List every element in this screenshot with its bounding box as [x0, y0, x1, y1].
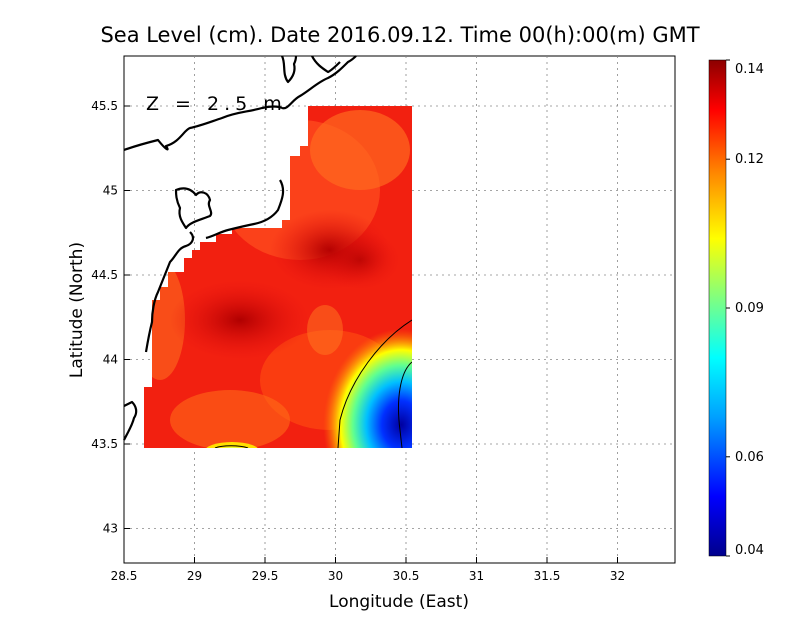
x-tick-label: 29.5	[252, 569, 279, 583]
y-tick-label: 43	[103, 522, 118, 536]
x-tick-label: 32	[610, 569, 625, 583]
colorbar-tick-label: 0.14	[735, 62, 764, 77]
y-axis-ticks: 43 43.5 44 44.5 45 45.5	[91, 99, 130, 536]
colorbar-ticks: 0.04 0.06 0.09 0.12 0.14	[726, 59, 764, 558]
colorbar-tick-label: 0.09	[735, 301, 764, 316]
x-tick-label: 31.5	[534, 569, 561, 583]
x-axis-ticks: 28.5 29 29.5 30 30.5 31 31.5 32	[111, 557, 625, 583]
depth-annotation: Z = 2.5 m	[146, 93, 287, 115]
x-tick-label: 29	[187, 569, 202, 583]
colorbar-tick-label: 0.04	[735, 543, 764, 558]
x-tick-label: 30.5	[393, 569, 420, 583]
y-tick-label: 43.5	[91, 437, 118, 451]
y-tick-label: 45	[103, 184, 118, 198]
colorbar-tick-label: 0.12	[735, 152, 764, 167]
y-tick-label: 45.5	[91, 99, 118, 113]
coastline	[123, 55, 357, 441]
colorbar	[708, 59, 727, 557]
x-tick-label: 31	[469, 569, 484, 583]
x-tick-label: 28.5	[111, 569, 138, 583]
x-axis-label: Longitude (East)	[329, 592, 469, 612]
y-tick-label: 44	[103, 353, 118, 367]
chart-title: Sea Level (cm). Date 2016.09.12. Time 00…	[100, 23, 699, 47]
x-tick-label: 30	[328, 569, 343, 583]
colorbar-tick-label: 0.06	[735, 450, 764, 465]
y-axis-label: Latitude (North)	[67, 242, 87, 378]
y-tick-label: 44.5	[91, 268, 118, 282]
